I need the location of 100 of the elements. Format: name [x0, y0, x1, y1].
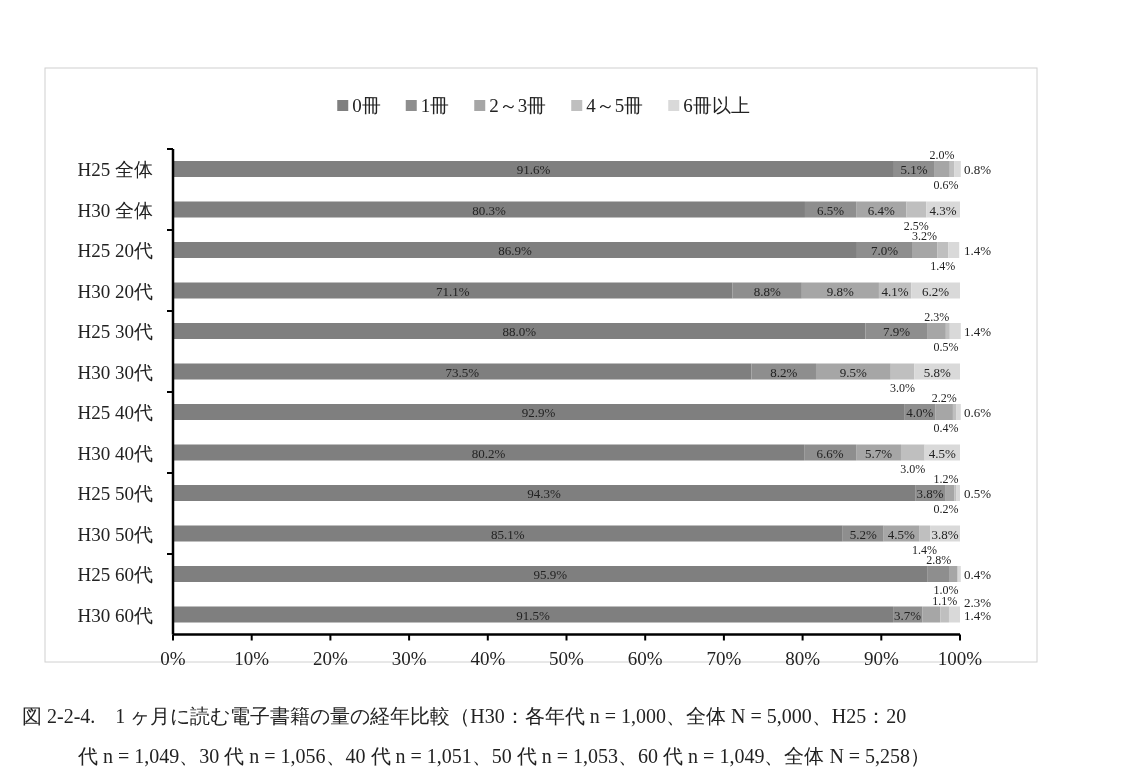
data-label: 5.2%: [849, 526, 877, 542]
bar: [919, 525, 931, 542]
bar: [949, 323, 961, 339]
data-label: 6.4%: [867, 202, 895, 218]
data-label: 5.7%: [865, 445, 893, 461]
bar: [934, 161, 950, 177]
data-label: 4.0%: [906, 405, 934, 420]
data-label: 0.8%: [964, 162, 992, 177]
data-label: 0.2%: [933, 502, 959, 516]
data-label: 2.0%: [929, 148, 955, 162]
bar: [815, 363, 891, 380]
data-label: 88.0%: [502, 324, 537, 339]
y-tick-label: H25 60代: [77, 564, 153, 585]
bar: [911, 242, 938, 258]
data-label: 2.3%: [924, 310, 950, 324]
y-tick-label: H30 30代: [77, 361, 153, 383]
data-label: 6.2%: [922, 283, 950, 299]
x-tick-label: 50%: [549, 647, 585, 669]
data-label: 6.6%: [816, 445, 844, 461]
data-label: 6.5%: [816, 202, 845, 218]
data-label: 4.5%: [928, 445, 956, 461]
bar: [900, 444, 925, 461]
data-label: 7.9%: [883, 324, 911, 339]
data-label: 2.3%: [964, 594, 992, 610]
x-tick-label: 0%: [160, 647, 186, 669]
data-label: 9.5%: [839, 364, 868, 380]
data-label: 71.1%: [435, 283, 470, 299]
data-label: 1.4%: [930, 259, 956, 273]
bar: [173, 242, 857, 258]
bar: [173, 566, 928, 582]
x-tick-label: 30%: [391, 647, 427, 669]
legend-label: 0冊: [352, 95, 381, 116]
bar: [940, 606, 949, 623]
data-label: 0.5%: [964, 486, 992, 501]
bar: [173, 606, 894, 623]
bar: [954, 161, 961, 177]
data-label: 3.8%: [916, 486, 944, 501]
bar: [945, 323, 950, 339]
legend-label: 1冊: [420, 95, 450, 116]
bar: [935, 404, 953, 420]
bar: [922, 606, 941, 623]
bar: [906, 201, 927, 218]
bar: [173, 201, 805, 218]
data-label: 8.2%: [770, 364, 798, 380]
legend-label: 2～3冊: [489, 95, 547, 116]
data-label: 8.8%: [753, 283, 781, 299]
bar: [173, 444, 805, 461]
bar: [927, 566, 950, 582]
data-label: 91.5%: [516, 607, 551, 623]
y-tick-label: H30 60代: [77, 604, 153, 626]
bar: [956, 404, 961, 420]
data-label: 9.8%: [826, 283, 855, 299]
bar: [890, 363, 915, 380]
y-tick-label: H25 全体: [77, 159, 153, 180]
data-label: 85.1%: [491, 526, 525, 542]
data-label: 0.4%: [964, 567, 992, 582]
y-tick-label: H25 50代: [77, 483, 153, 504]
data-label: 1.4%: [964, 243, 992, 258]
data-label: 91.6%: [516, 162, 551, 177]
x-tick-label: 60%: [627, 647, 663, 669]
x-tick-label: 80%: [785, 647, 821, 669]
data-label: 1.4%: [964, 607, 992, 623]
y-tick-label: H30 20代: [77, 280, 153, 302]
y-tick-label: H30 40代: [77, 442, 153, 464]
bar: [945, 485, 955, 501]
data-label: 0.4%: [933, 421, 959, 435]
data-label: 80.2%: [471, 445, 506, 461]
data-label: 2.2%: [931, 391, 957, 405]
y-tick-label: H25 20代: [77, 240, 153, 261]
bar: [173, 363, 752, 380]
data-label: 1.4%: [964, 324, 992, 339]
bar: [949, 566, 958, 582]
data-label: 7.0%: [870, 243, 899, 258]
data-label: 0.6%: [933, 178, 959, 192]
bar: [173, 404, 905, 420]
x-tick-label: 70%: [706, 647, 742, 669]
text: 代 n = 1,049、30 代 n = 1,056、40 代 n = 1,051、50 代 n = 1,053、60 代 n = 1,049、全体 N = 5,258）: [77, 745, 931, 767]
bar: [952, 404, 957, 420]
data-label: 95.9%: [533, 567, 568, 582]
legend-label: 6冊以上: [683, 95, 750, 116]
caption: 図 2-2-4. 1 ヶ月に読む電子書籍の量の経年比較（H30：各年代 n = 1,000、全体 N = 5,000、H25：20: [22, 705, 907, 727]
y-tick-label: H25 40代: [77, 402, 153, 423]
data-label: 3.7%: [894, 607, 922, 623]
y-tick-label: H30 50代: [77, 523, 153, 545]
bar: [948, 242, 960, 258]
bar: [173, 282, 733, 299]
data-label: 80.3%: [472, 202, 506, 218]
data-label: 5.8%: [923, 364, 951, 380]
data-label: 94.3%: [527, 486, 562, 501]
data-label: 4.1%: [881, 283, 909, 299]
bar: [173, 161, 894, 177]
bar: [957, 566, 961, 582]
y-tick-label: H25 30代: [77, 321, 153, 342]
legend-label: 4～5冊: [586, 95, 644, 116]
bar: [173, 323, 866, 339]
data-label: 92.9%: [521, 405, 556, 420]
y-tick-label: H30 全体: [77, 199, 153, 221]
bar: [173, 525, 843, 542]
data-label: 4.3%: [929, 202, 957, 218]
data-label: 1.2%: [933, 472, 959, 486]
